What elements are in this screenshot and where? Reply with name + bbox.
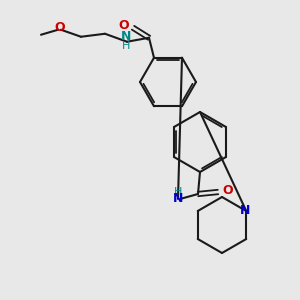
Text: N: N — [121, 30, 131, 43]
Text: O: O — [222, 184, 232, 197]
Text: O: O — [118, 19, 129, 32]
Text: O: O — [55, 21, 65, 34]
Text: H: H — [122, 41, 130, 51]
Text: N: N — [173, 193, 183, 206]
Text: N: N — [240, 203, 250, 217]
Text: H: H — [174, 187, 182, 197]
